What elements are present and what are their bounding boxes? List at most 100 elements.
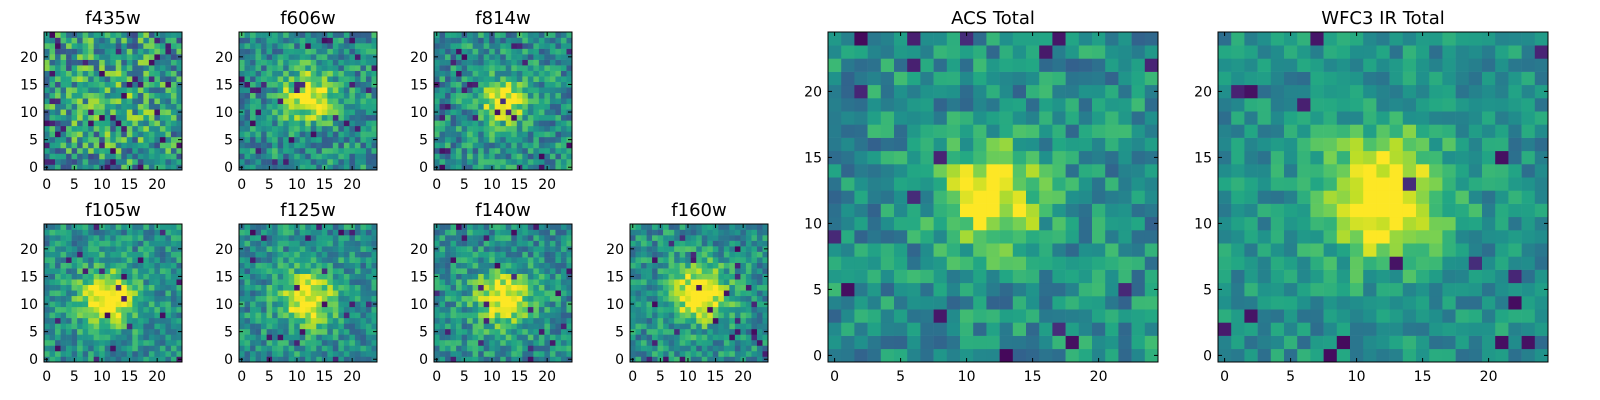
heatmap-cell (88, 48, 94, 55)
heatmap-cell (77, 317, 83, 324)
heatmap-cell (77, 240, 83, 247)
heatmap-cell (132, 328, 139, 335)
heatmap-cell (349, 43, 356, 49)
heatmap-cell (110, 147, 117, 154)
heatmap-cell (165, 158, 172, 165)
heatmap-cell (641, 240, 647, 247)
heatmap-cell (250, 37, 256, 44)
heatmap-cell (674, 235, 680, 241)
heatmap-cell (657, 268, 664, 274)
heatmap-cell (354, 70, 361, 77)
heatmap-cell (456, 235, 462, 241)
heatmap-cell (143, 81, 150, 88)
heatmap-cell (132, 284, 139, 291)
heatmap-cell (511, 76, 518, 82)
heatmap-cell (121, 32, 128, 38)
heatmap-cell (343, 262, 350, 269)
heatmap-cell (154, 279, 161, 286)
heatmap-cell (316, 262, 323, 269)
heatmap-cell (93, 125, 100, 132)
heatmap-cell (434, 147, 440, 154)
heatmap-cell (478, 65, 484, 71)
heatmap-cell (751, 356, 758, 363)
heatmap-cell (494, 345, 501, 352)
heatmap-cell (49, 323, 56, 330)
heatmap-cell (751, 339, 758, 346)
heatmap-cell (516, 251, 523, 258)
heatmap-cell (338, 345, 345, 352)
heatmap-cell (288, 120, 295, 127)
heatmap-cell (277, 164, 284, 171)
heatmap-cell (321, 48, 328, 55)
heatmap-cell (143, 350, 150, 357)
heatmap-cell (316, 81, 323, 88)
heatmap-cell (478, 257, 484, 263)
heatmap-cell (1144, 309, 1159, 323)
heatmap-cell (365, 125, 372, 132)
heatmap-cell (371, 306, 378, 313)
heatmap-cell (663, 345, 669, 352)
heatmap-cell (305, 224, 312, 230)
heatmap-cell (77, 164, 83, 171)
heatmap-cell (527, 229, 534, 236)
heatmap-cell (294, 284, 301, 291)
heatmap-cell (450, 142, 457, 149)
heatmap-cell (527, 153, 534, 160)
heatmap-cell (110, 37, 117, 44)
heatmap-cell (170, 142, 177, 149)
heatmap-cell (712, 312, 719, 319)
heatmap-cell (299, 317, 306, 324)
heatmap-cell (143, 339, 150, 346)
heatmap-cell (751, 262, 758, 269)
heatmap-cell (478, 43, 484, 49)
heatmap-cell (712, 284, 719, 291)
heatmap-cell (176, 98, 183, 105)
heatmap-cell (544, 37, 551, 44)
heatmap-cell (544, 76, 551, 82)
heatmap-cell (255, 103, 262, 110)
heatmap-cell (439, 59, 446, 66)
heatmap-cell (489, 273, 496, 280)
heatmap-cell (1078, 243, 1093, 257)
heatmap-cell (663, 257, 669, 263)
heatmap-cell (999, 322, 1014, 336)
heatmap-cell (93, 70, 100, 77)
heatmap-cell (148, 142, 155, 149)
heatmap-cell (867, 243, 882, 257)
heatmap-cell (343, 339, 350, 346)
heatmap-cell (316, 279, 323, 286)
heatmap-cell (126, 246, 133, 252)
heatmap-cell (49, 257, 56, 263)
heatmap-cell (630, 284, 636, 291)
heatmap-cell (472, 345, 479, 352)
heatmap-cell (365, 279, 372, 286)
heatmap-cell (321, 279, 328, 286)
heatmap-cell (44, 43, 50, 49)
heatmap-cell (354, 59, 361, 66)
heatmap-cell (115, 158, 122, 165)
heatmap-cell (478, 328, 484, 335)
heatmap-cell (49, 284, 56, 291)
heatmap-cell (82, 356, 89, 363)
heatmap-cell (549, 131, 556, 138)
heatmap-cell (110, 262, 117, 269)
heatmap-cell (494, 103, 501, 110)
heatmap-cell (894, 322, 908, 336)
heatmap-cell (511, 284, 518, 291)
heatmap-cell (707, 328, 714, 335)
heatmap-cell (483, 317, 490, 324)
heatmap-cell (88, 59, 94, 66)
heatmap-cell (1131, 348, 1146, 363)
heatmap-cell (288, 48, 295, 55)
heatmap-cell (327, 109, 334, 116)
heatmap-cell (60, 290, 67, 297)
heatmap-cell (365, 48, 372, 55)
heatmap-cell (472, 147, 479, 154)
heatmap-cell (999, 190, 1014, 204)
heatmap-cell (461, 65, 468, 71)
heatmap-cell (560, 295, 567, 302)
heatmap-cell (1118, 216, 1132, 231)
heatmap-cell (630, 268, 636, 274)
heatmap-cell (360, 339, 367, 346)
heatmap-cell (239, 229, 245, 236)
